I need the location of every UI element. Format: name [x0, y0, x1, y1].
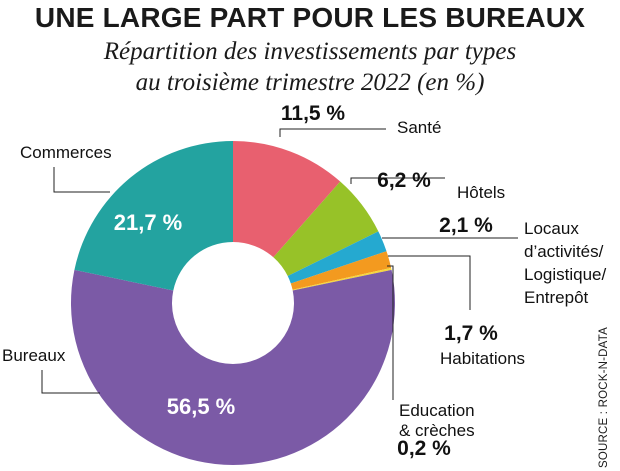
source-note: SOURCE : ROCK-N-DATA: [598, 327, 610, 468]
category-label-3: Habitations: [440, 349, 525, 368]
category-label-3-line-0: Habitations: [440, 349, 525, 368]
callout-line-4: [387, 265, 394, 400]
category-label-0-line-0: Santé: [397, 118, 441, 137]
subtitle-line-2: au troisième trimestre 2022 (en %): [135, 69, 485, 96]
category-label-5-line-0: Bureaux: [2, 346, 66, 365]
slice-0: [233, 141, 341, 258]
slice-4: [292, 267, 392, 291]
category-label-1: Hôtels: [457, 183, 505, 202]
category-label-4-line-1: & crèches: [399, 421, 475, 440]
slice-2: [287, 231, 387, 284]
value-label-4: 0,2 %: [397, 437, 451, 460]
subtitle-line-1: Répartition des investissements par type…: [103, 38, 517, 65]
chart-title: UNE LARGE PART POUR LES BUREAUX: [34, 2, 586, 33]
callout-line-5: [41, 370, 100, 394]
callout-line-1: [350, 177, 445, 184]
category-label-4: Education & crèches: [399, 401, 475, 440]
category-label-2-line-3: Entrepôt: [524, 288, 589, 307]
value-label-3: 1,7 %: [444, 322, 498, 345]
slice-3: [290, 251, 392, 290]
category-label-5: Bureaux: [2, 346, 66, 365]
value-label-0: 11,5 %: [281, 102, 346, 125]
callout-line-3: [388, 255, 471, 310]
slice-1: [273, 181, 379, 277]
slice-6: [74, 141, 233, 291]
slice-5: [70, 269, 395, 465]
category-label-6: Commerces: [20, 143, 112, 162]
category-label-2-line-2: Logistique/: [524, 265, 607, 284]
category-label-2: Locaux d’activités/Logistique/Entrepôt: [524, 219, 607, 307]
category-label-1-line-0: Hôtels: [457, 183, 505, 202]
category-label-6-line-0: Commerces: [20, 143, 112, 162]
callout-line-6: [53, 167, 110, 193]
category-label-2-line-0: Locaux: [524, 219, 579, 238]
chart-subtitle: Répartition des investissements par type…: [40, 36, 580, 98]
category-label-2-line-1: d’activités/: [524, 242, 604, 261]
category-label-4-line-0: Education: [399, 401, 475, 420]
callout-line-0: [279, 128, 386, 137]
value-label-2: 2,1 %: [439, 214, 493, 237]
value-label-1: 6,2 %: [377, 169, 431, 192]
value-label-6: 21,7 %: [114, 210, 183, 235]
value-label-5: 56,5 %: [167, 394, 236, 419]
category-label-0: Santé: [397, 118, 441, 137]
